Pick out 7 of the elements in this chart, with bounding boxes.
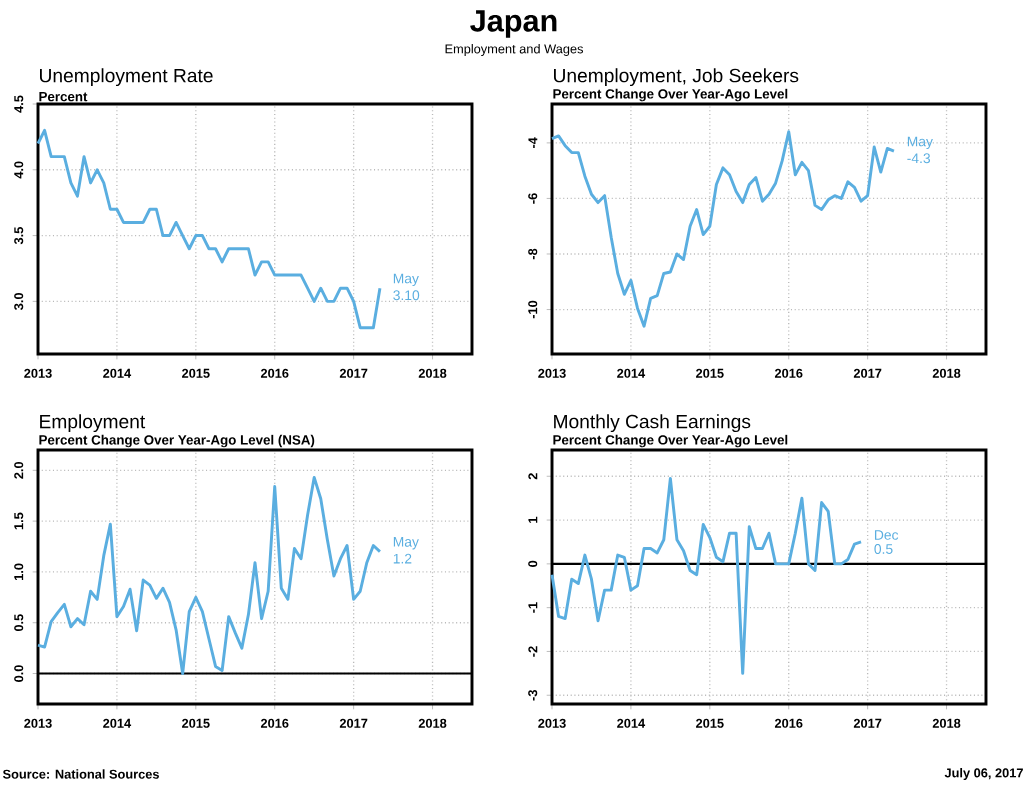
chart-title: Employment	[40, 414, 146, 433]
line-series	[36, 475, 382, 675]
chart-title: Monthly Cash Earnings	[554, 414, 751, 433]
line-series	[550, 130, 896, 328]
chart-title: Unemployment Rate	[40, 68, 213, 87]
text: Japan	[470, 10, 557, 38]
chart-title: Unemployment, Job Seekers	[554, 68, 799, 87]
